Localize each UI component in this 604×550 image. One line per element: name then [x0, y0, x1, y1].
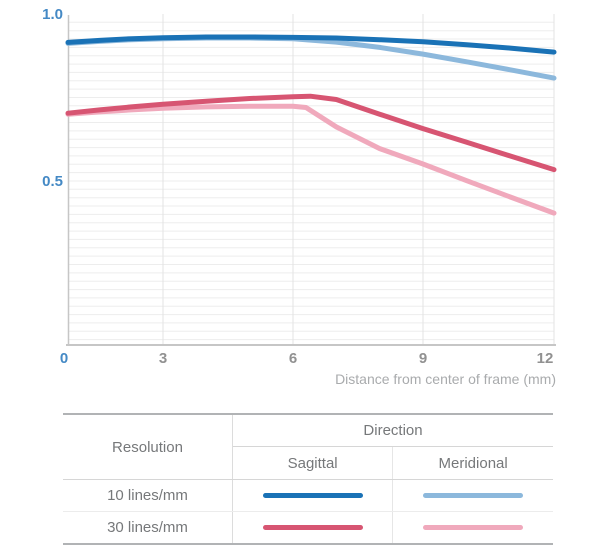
x-axis-title: Distance from center of frame (mm)	[335, 371, 556, 387]
x-tick-label: 9	[419, 350, 427, 367]
line-swatch-30-meridional	[423, 525, 524, 530]
legend-table: Resolution Direction Sagittal Meridional…	[63, 413, 553, 545]
x-tick-label: 3	[159, 350, 167, 367]
line-swatch-10-meridional	[423, 493, 524, 498]
x-tick-label: 6	[289, 350, 297, 367]
line-swatch-30-sagittal	[262, 525, 363, 530]
legend-row-label: 10 lines/mm	[63, 479, 233, 512]
legend-resolution-header: Resolution	[63, 414, 233, 480]
legend-direction-header: Direction	[232, 414, 553, 447]
legend-column-meridional: Meridional	[392, 446, 553, 480]
mtf-curve-10-lines-mm-sagittal	[65, 34, 557, 55]
mtf-chart: 0 3 6 9 12 1.0 0.5 Distance from center of fram…	[42, 6, 557, 387]
x-tick-label: 12	[537, 350, 554, 367]
mtf-curve-30-lines-mm-sagittal	[65, 93, 557, 173]
legend-row-label: 30 lines/mm	[63, 511, 233, 544]
legend-column-sagittal: Sagittal	[232, 446, 393, 480]
x-tick-label: 0	[60, 350, 68, 367]
y-tick-label: 0.5	[42, 173, 63, 190]
legend-row-30-lines: 30 lines/mm	[63, 511, 553, 544]
line-swatch-10-sagittal	[262, 493, 363, 498]
legend-row-10-lines: 10 lines/mm	[63, 479, 553, 512]
y-tick-label: 1.0	[42, 6, 63, 23]
mtf-curve-30-lines-mm-meridional	[65, 103, 557, 216]
